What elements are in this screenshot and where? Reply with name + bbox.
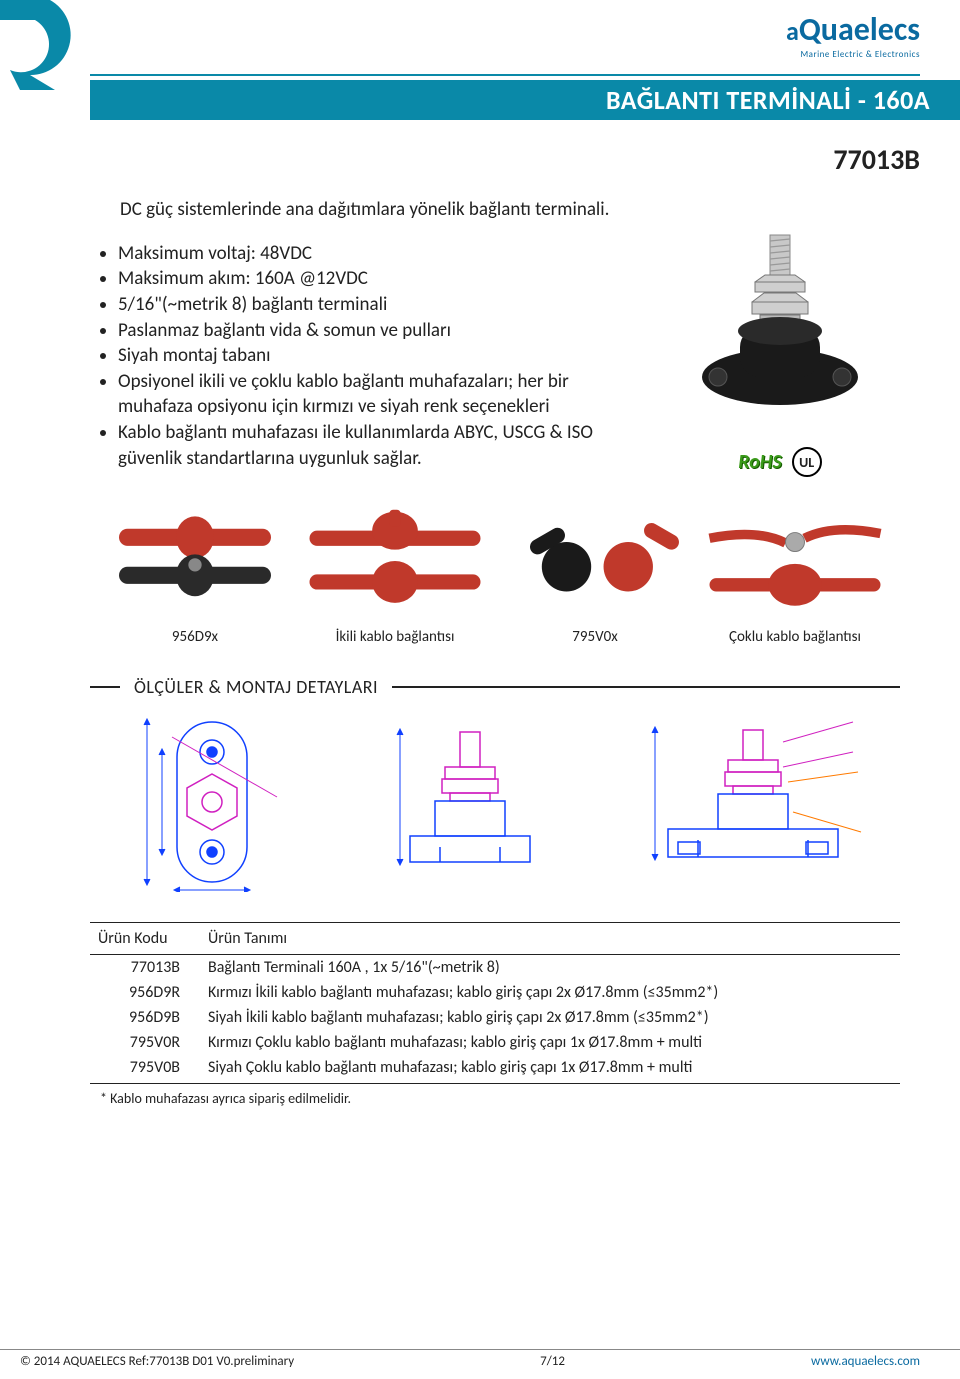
drawing-side-view-icon bbox=[390, 712, 550, 892]
feature-item: Maksimum voltaj: 48VDC bbox=[118, 241, 630, 267]
technical-drawings bbox=[90, 712, 900, 892]
table-header: Ürün Kodu bbox=[90, 923, 200, 955]
table-row: 795V0RKırmızı Çoklu kablo bağlantı muhaf… bbox=[90, 1030, 900, 1055]
footer-page: 7/12 bbox=[540, 1354, 565, 1369]
title-bar: BAĞLANTI TERMİNALİ - 160A bbox=[90, 80, 960, 120]
certifications: RoHS UL bbox=[738, 447, 821, 477]
brand-name: aQuaelecs bbox=[786, 10, 920, 49]
feature-item: Paslanmaz bağlantı vida & somun ve pulla… bbox=[118, 318, 630, 344]
corner-logo-icon bbox=[0, 0, 90, 90]
accessory-dual-cable: İkili kablo bağlantısı bbox=[300, 507, 490, 646]
footer-left: © 2014 AQUAELECS Ref:77013B D01 V0.preli… bbox=[20, 1354, 294, 1369]
content: DC güç sistemlerinde ana dağıtımlara yön… bbox=[0, 177, 960, 1107]
feature-item: Siyah montaj tabanı bbox=[118, 343, 630, 369]
accessory-icon bbox=[500, 507, 690, 617]
footer-url: www.aquaelecs.com bbox=[811, 1354, 920, 1369]
feature-item: Opsiyonel ikili ve çoklu kablo bağlantı … bbox=[118, 369, 630, 420]
section-heading: ÖLÇÜLER & MONTAJ DETAYLARI bbox=[90, 676, 900, 698]
feature-item: Kablo bağlantı muhafazası ile kullanımla… bbox=[118, 420, 630, 471]
page: aQuaelecs Marine Electric & Electronics … bbox=[0, 0, 960, 1379]
section-title: ÖLÇÜLER & MONTAJ DETAYLARI bbox=[134, 676, 378, 698]
feature-item: 5/16"(~metrik 8) bağlantı terminali bbox=[118, 292, 630, 318]
product-image-block: RoHS UL bbox=[660, 197, 900, 477]
feature-list: Maksimum voltaj: 48VDC Maksimum akım: 16… bbox=[90, 241, 630, 472]
footer: © 2014 AQUAELECS Ref:77013B D01 V0.preli… bbox=[0, 1349, 960, 1369]
product-code: 77013B bbox=[0, 130, 960, 177]
ul-icon: UL bbox=[792, 447, 822, 477]
accessory-label: İkili kablo bağlantısı bbox=[300, 628, 490, 646]
accessory-795v0x: 795V0x bbox=[500, 507, 690, 646]
table-row: 956D9RKırmızı İkili kablo bağlantı muhaf… bbox=[90, 980, 900, 1005]
accessory-row: 956D9x İkili kablo bağlantısı bbox=[90, 507, 900, 646]
accessory-icon bbox=[300, 507, 490, 617]
feature-item: Maksimum akım: 160A @12VDC bbox=[118, 266, 630, 292]
header: aQuaelecs Marine Electric & Electronics … bbox=[0, 0, 960, 130]
product-table: Ürün Kodu Ürün Tanımı 77013BBağlantı Ter… bbox=[90, 922, 900, 1084]
accessory-label: 795V0x bbox=[500, 628, 690, 646]
accessory-icon bbox=[100, 507, 290, 617]
drawing-assembly-view-icon bbox=[643, 712, 863, 892]
rohs-icon: RoHS bbox=[738, 450, 781, 474]
accessory-label: Çoklu kablo bağlantısı bbox=[700, 628, 890, 646]
accessory-label: 956D9x bbox=[100, 628, 290, 646]
accessory-icon bbox=[700, 507, 890, 617]
page-title: BAĞLANTI TERMİNALİ - 160A bbox=[606, 84, 930, 116]
table-row: 77013BBağlantı Terminali 160A , 1x 5/16"… bbox=[90, 955, 900, 981]
intro-text: DC güç sistemlerinde ana dağıtımlara yön… bbox=[90, 197, 630, 477]
table-header: Ürün Tanımı bbox=[200, 923, 900, 955]
brand-subtitle: Marine Electric & Electronics bbox=[786, 49, 920, 60]
accessory-956d9x: 956D9x bbox=[100, 507, 290, 646]
table-footnote: * Kablo muhafazası ayrıca sipariş edilme… bbox=[90, 1090, 900, 1107]
intro-paragraph: DC güç sistemlerinde ana dağıtımlara yön… bbox=[90, 197, 630, 223]
stud-terminal-icon bbox=[690, 227, 870, 427]
accessory-multi-cable: Çoklu kablo bağlantısı bbox=[700, 507, 890, 646]
header-rule bbox=[90, 74, 920, 76]
drawing-top-view-icon bbox=[127, 712, 297, 892]
table-row: 956D9BSiyah İkili kablo bağlantı muhafaz… bbox=[90, 1005, 900, 1030]
brand-block: aQuaelecs Marine Electric & Electronics bbox=[786, 10, 920, 60]
table-row: 795V0BSiyah Çoklu kablo bağlantı muhafaz… bbox=[90, 1055, 900, 1084]
